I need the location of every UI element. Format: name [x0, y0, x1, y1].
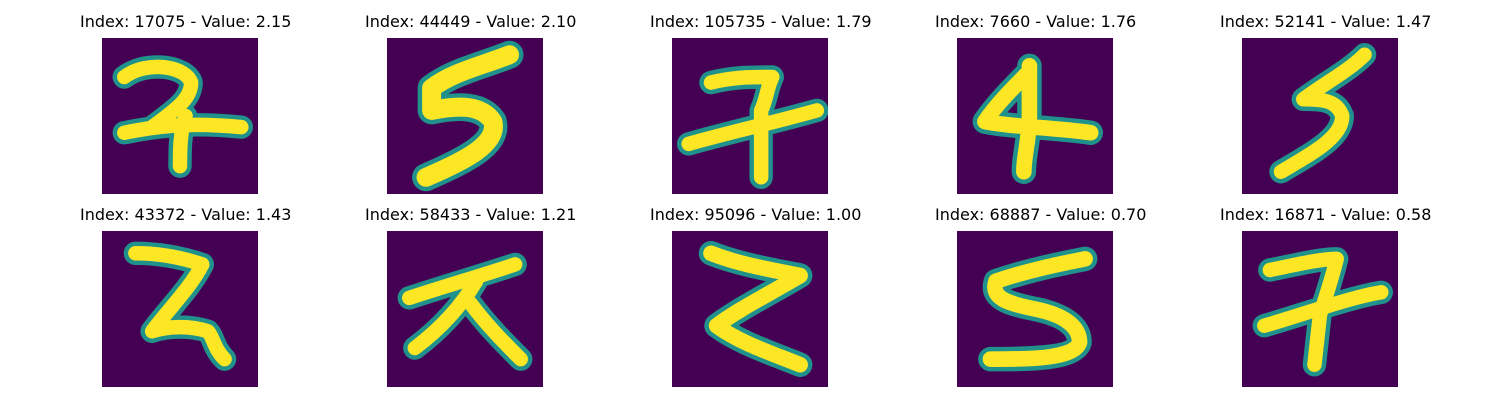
grid-panel-2: Index: 44449 - Value: 2.10: [365, 12, 577, 194]
panel-title: Index: 17075 - Value: 2.15: [80, 12, 292, 31]
digit-5-icon: [957, 231, 1113, 387]
panel-title: Index: 58433 - Value: 1.21: [365, 205, 577, 224]
panel-title: Index: 43372 - Value: 1.43: [80, 205, 292, 224]
digit-7-crossed-icon: [1242, 231, 1398, 387]
digit-7-crossed-icon: [672, 38, 828, 194]
grid-panel-7: Index: 58433 - Value: 1.21: [365, 205, 577, 387]
panel-title: Index: 44449 - Value: 2.10: [365, 12, 577, 31]
digit-z-like-icon: [672, 231, 828, 387]
panel-title: Index: 16871 - Value: 0.58: [1220, 205, 1432, 224]
digit-2-icon: [102, 231, 258, 387]
digit-4-icon: [957, 38, 1113, 194]
grid-panel-9: Index: 68887 - Value: 0.70: [935, 205, 1147, 387]
grid-panel-1: Index: 17075 - Value: 2.15: [80, 12, 292, 194]
panel-title: Index: 52141 - Value: 1.47: [1220, 12, 1432, 31]
digit-7-icon: [102, 38, 258, 194]
panel-title: Index: 7660 - Value: 1.76: [935, 12, 1137, 31]
panel-title: Index: 105735 - Value: 1.79: [650, 12, 872, 31]
digit-x-like-icon: [387, 231, 543, 387]
grid-panel-10: Index: 16871 - Value: 0.58: [1220, 205, 1432, 387]
grid-panel-8: Index: 95096 - Value: 1.00: [650, 205, 862, 387]
grid-panel-3: Index: 105735 - Value: 1.79: [650, 12, 872, 194]
panel-title: Index: 68887 - Value: 0.70: [935, 205, 1147, 224]
grid-panel-5: Index: 52141 - Value: 1.47: [1220, 12, 1432, 194]
digit-5-icon: [387, 38, 543, 194]
grid-panel-4: Index: 7660 - Value: 1.76: [935, 12, 1137, 194]
panel-title: Index: 95096 - Value: 1.00: [650, 205, 862, 224]
digit-5-slanted-icon: [1242, 38, 1398, 194]
grid-panel-6: Index: 43372 - Value: 1.43: [80, 205, 292, 387]
